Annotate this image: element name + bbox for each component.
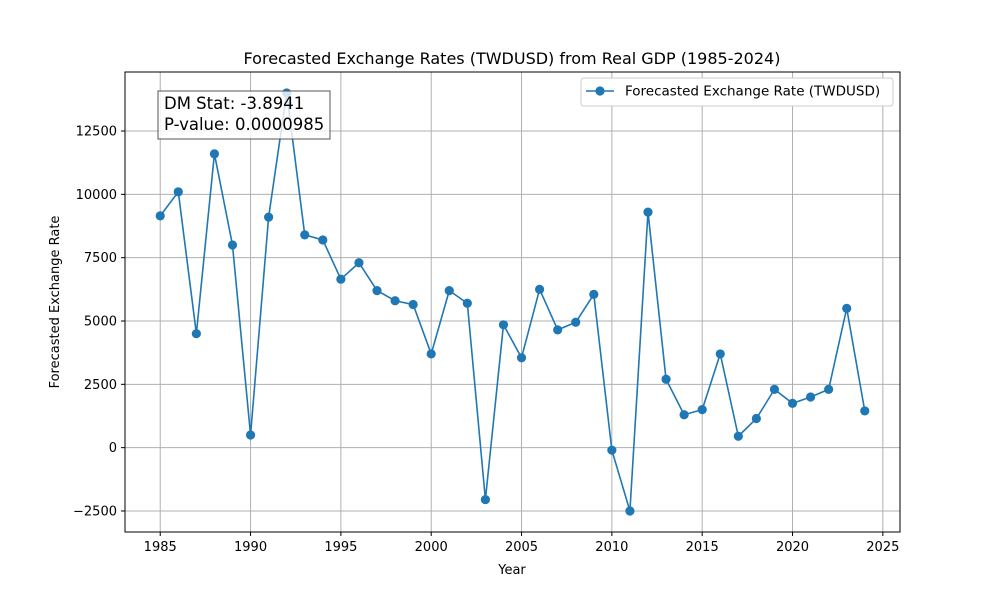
data-point (589, 289, 599, 300)
y-tick-label: 5000 (84, 314, 117, 329)
x-tick-label: 2005 (505, 540, 538, 555)
plot-frame (124, 71, 901, 533)
y-tick-label: 10000 (76, 188, 117, 203)
data-point (300, 230, 310, 240)
y-tick-label: −2500 (73, 504, 117, 519)
data-point (516, 353, 527, 363)
data-point (390, 296, 400, 306)
data-point (372, 286, 382, 296)
y-tick-label: 7500 (84, 251, 117, 266)
data-point (426, 349, 436, 359)
data-point (336, 274, 346, 284)
data-point (643, 207, 653, 217)
legend-label: Forecasted Exchange Rate (TWDUSD) (625, 84, 880, 100)
x-tick-label: 2025 (866, 540, 899, 555)
y-tick-label: 0 (109, 441, 117, 456)
data-point (245, 430, 256, 440)
legend-box (580, 77, 894, 107)
x-tick-label: 1995 (324, 540, 357, 555)
data-point (408, 299, 418, 310)
data-point (155, 211, 165, 221)
y-axis: −2500 0 2500 5000 7500 10000 12500 (73, 125, 125, 519)
x-axis: 1985 1990 1995 2000 2005 2010 2015 2020 2025 (144, 532, 899, 555)
stat-annotation: DM Stat: -3.8941 P-value: 0.0000985 (157, 90, 331, 140)
x-axis-label: Year (497, 563, 526, 578)
data-point (553, 325, 563, 335)
data-point (787, 398, 798, 408)
data-point (697, 405, 707, 415)
data-point (498, 320, 509, 330)
data-point (354, 258, 364, 268)
data-point (444, 286, 454, 296)
data-point (733, 431, 743, 441)
x-tick-label: 2000 (415, 540, 448, 555)
x-tick-label: 1990 (234, 540, 267, 555)
data-point (173, 187, 183, 197)
data-point (191, 329, 201, 339)
grid (125, 72, 900, 532)
series-layer (155, 88, 870, 516)
legend: Forecasted Exchange Rate (TWDUSD) (580, 77, 894, 107)
x-tick-label: 2020 (776, 540, 809, 555)
data-point (679, 410, 689, 420)
chart-title: Forecasted Exchange Rates (TWDUSD) from … (244, 49, 781, 68)
data-point (571, 317, 581, 327)
x-tick-label: 1985 (144, 540, 177, 555)
data-point (842, 303, 852, 313)
stat-box (157, 90, 331, 140)
p-value-text: P-value: 0.0000985 (164, 115, 324, 134)
data-point (715, 349, 725, 359)
data-point (769, 384, 780, 394)
data-point (860, 406, 870, 416)
data-point (209, 149, 220, 159)
data-point (805, 392, 816, 402)
y-tick-label: 2500 (84, 378, 117, 393)
data-point (661, 374, 671, 384)
data-point (264, 212, 274, 222)
x-tick-label: 2015 (686, 540, 719, 555)
y-axis-label: Forecasted Exchange Rate (48, 216, 63, 389)
data-point (625, 506, 635, 516)
data-point (318, 235, 328, 245)
series-line (159, 92, 866, 512)
data-point (227, 240, 238, 250)
dm-stat-text: DM Stat: -3.8941 (164, 94, 304, 113)
y-tick-label: 12500 (76, 125, 117, 140)
x-tick-label: 2010 (595, 540, 628, 555)
data-point (462, 298, 472, 308)
data-point (534, 284, 545, 294)
data-point (480, 494, 491, 505)
data-point (607, 445, 617, 455)
data-point (751, 413, 761, 424)
legend-marker (595, 86, 605, 96)
data-point (824, 384, 834, 394)
